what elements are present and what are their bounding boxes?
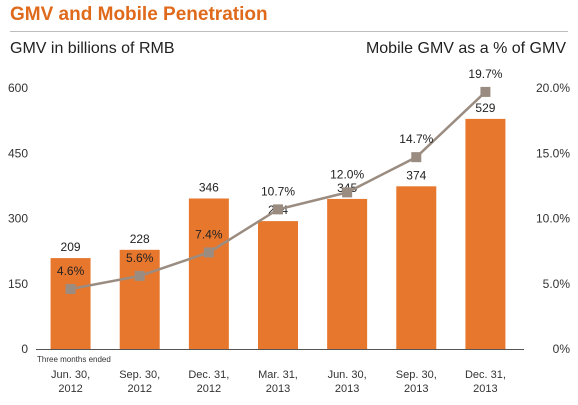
category-label: Dec. 31, [188, 369, 229, 381]
gmv-value-label: 346 [199, 180, 219, 194]
mobile-pct-label: 7.4% [195, 227, 223, 241]
category-label: 2013 [266, 383, 290, 395]
mobile-pct-marker [411, 152, 422, 163]
gmv-value-label: 209 [61, 240, 81, 254]
title-divider [10, 31, 568, 32]
gmv-value-label: 228 [130, 232, 150, 246]
category-label: Sep. 30, [396, 369, 437, 381]
mobile-pct-label: 14.7% [399, 132, 433, 146]
right-tick-label: 5.0% [543, 277, 571, 291]
left-tick-label: 450 [8, 146, 28, 160]
right-tick-label: 10.0% [536, 212, 570, 226]
chart-title: GMV and Mobile Penetration [10, 4, 268, 25]
left-tick-label: 0 [21, 342, 28, 356]
left-tick-label: 150 [8, 277, 28, 291]
mobile-pct-marker [65, 283, 76, 294]
category-label: Dec. 31, [465, 369, 506, 381]
gmv-bar [119, 249, 160, 349]
line-series: 4.6% 5.6% 7.4% 10.7% 12.0% 14.7% 19.7% [57, 67, 503, 294]
x-axis-labels: Jun. 30, 2012 Sep. 30, 2012 Dec. 31, 2012 Mar.… [51, 369, 506, 395]
right-tick-label: 0% [553, 342, 571, 356]
category-label: 2013 [404, 383, 428, 395]
gmv-bar [50, 258, 91, 349]
right-tick-label: 20.0% [536, 81, 570, 95]
category-label: Jun. 30, [328, 369, 367, 381]
mobile-pct-marker [480, 86, 491, 97]
mobile-pct-label: 4.6% [57, 264, 85, 278]
category-label: 2012 [58, 383, 82, 395]
gmv-value-label: 374 [406, 168, 426, 182]
right-axis: 0% 5.0% 10.0% 15.0% 20.0% [536, 81, 570, 356]
left-tick-label: 600 [8, 81, 28, 95]
category-label: 2012 [127, 383, 151, 395]
mobile-pct-label: 10.7% [261, 184, 295, 198]
left-axis-title: GMV in billions of RMB [10, 40, 175, 57]
category-label: 2013 [473, 383, 497, 395]
gmv-bar [188, 198, 229, 349]
mobile-pct-marker [134, 270, 145, 281]
left-axis: 0 150 300 450 600 [8, 81, 28, 356]
mobile-pct-label: 5.6% [126, 251, 154, 265]
period-note: Three months ended [37, 355, 111, 364]
mobile-pct-marker [203, 247, 214, 258]
gmv-bar [258, 221, 298, 349]
category-label: Jun. 30, [51, 369, 90, 381]
category-label: Mar. 31, [258, 369, 298, 381]
mobile-pct-marker [273, 204, 283, 215]
mobile-pct-label: 12.0% [330, 167, 364, 181]
category-label: 2012 [197, 383, 221, 395]
mobile-pct-marker [342, 187, 353, 198]
right-tick-label: 15.0% [536, 146, 570, 160]
gmv-bar [327, 198, 368, 349]
gmv-bar [465, 118, 506, 349]
category-label: Sep. 30, [119, 369, 160, 381]
right-axis-title: Mobile GMV as a % of GMV [365, 40, 566, 57]
gmv-bar [396, 186, 437, 349]
category-label: 2013 [335, 383, 359, 395]
left-tick-label: 300 [8, 212, 28, 226]
bar-series: 209228346294345374529 [50, 101, 506, 349]
mobile-pct-label: 19.7% [468, 67, 502, 81]
gmv-value-label: 529 [475, 101, 495, 115]
